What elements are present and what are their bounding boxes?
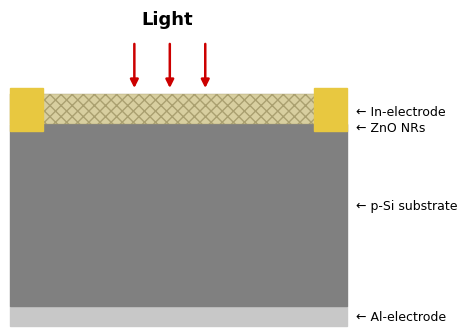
Text: Light: Light — [142, 11, 193, 29]
Text: ← p-Si substrate: ← p-Si substrate — [356, 200, 457, 213]
Bar — [10, 94, 347, 124]
Bar — [10, 306, 347, 326]
Text: ← ZnO NRs: ← ZnO NRs — [356, 122, 425, 135]
Bar — [10, 124, 347, 306]
Text: ← Al-electrode: ← Al-electrode — [356, 311, 446, 324]
Text: ← In-electrode: ← In-electrode — [356, 106, 446, 119]
Bar — [10, 88, 44, 131]
Bar — [314, 88, 347, 131]
